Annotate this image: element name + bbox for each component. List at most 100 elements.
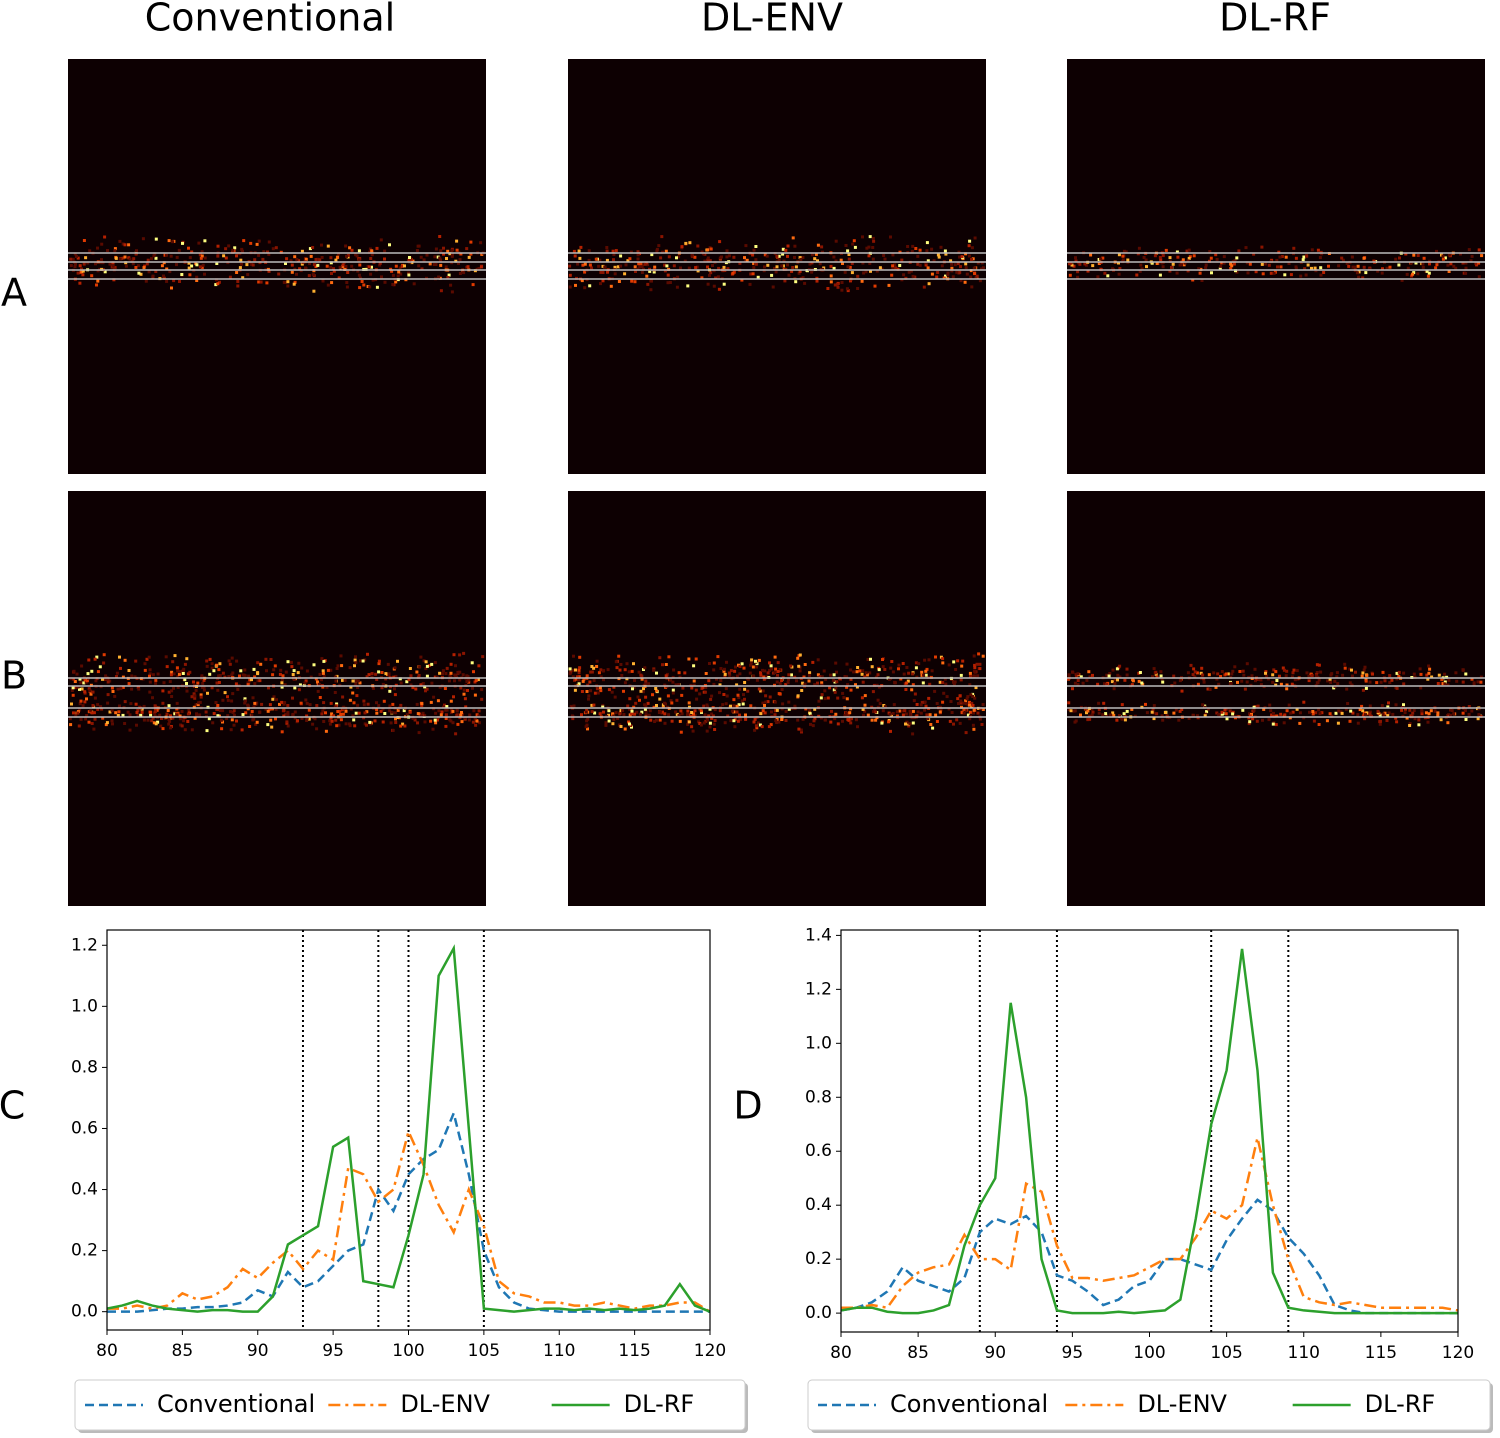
speckle xyxy=(925,667,929,671)
speckle xyxy=(1193,675,1197,679)
speckle xyxy=(480,697,484,701)
speckle xyxy=(344,722,348,726)
speckle xyxy=(577,249,581,253)
legend-label: Conventional xyxy=(157,1390,315,1418)
speckle xyxy=(641,690,645,694)
speckle xyxy=(447,679,451,683)
speckle xyxy=(171,240,175,244)
speckle xyxy=(777,258,781,262)
speckle xyxy=(945,695,949,699)
speckle xyxy=(1083,262,1087,266)
speckle xyxy=(1364,679,1368,683)
speckle xyxy=(960,664,964,668)
speckle xyxy=(768,661,771,665)
speckle xyxy=(1340,711,1344,715)
speckle xyxy=(1306,263,1310,267)
speckle xyxy=(723,667,726,671)
speckle xyxy=(833,283,837,287)
speckle xyxy=(421,711,425,715)
speckle xyxy=(763,711,767,715)
speckle xyxy=(394,721,398,724)
speckle xyxy=(333,675,337,679)
speckle xyxy=(1413,717,1417,721)
speckle xyxy=(1337,709,1341,713)
speckle xyxy=(74,255,78,258)
speckle xyxy=(590,670,594,674)
speckle xyxy=(321,279,325,283)
speckle xyxy=(214,701,218,704)
speckle xyxy=(1427,712,1431,716)
speckle xyxy=(658,718,662,722)
speckle xyxy=(863,694,867,698)
speckle xyxy=(73,680,77,683)
speckle xyxy=(1420,712,1424,716)
speckle xyxy=(576,262,580,266)
speckle xyxy=(333,705,337,709)
speckle xyxy=(709,247,713,251)
speckle xyxy=(447,273,451,277)
speckle xyxy=(293,716,297,720)
speckle xyxy=(253,701,257,705)
speckle xyxy=(974,686,978,690)
speckle xyxy=(86,261,90,265)
speckle xyxy=(1430,675,1434,679)
speckle xyxy=(1197,267,1201,271)
speckle xyxy=(1089,253,1093,257)
speckle xyxy=(643,707,647,711)
speckle xyxy=(79,717,83,721)
column-title: DL-RF xyxy=(1219,0,1331,40)
speckle xyxy=(359,659,363,663)
speckle xyxy=(223,691,227,695)
speckle xyxy=(430,662,434,666)
speckle xyxy=(768,695,772,699)
speckle xyxy=(964,252,968,256)
speckle xyxy=(307,708,311,712)
speckle xyxy=(1408,722,1412,726)
speckle xyxy=(1388,681,1392,684)
speckle xyxy=(1275,679,1279,682)
speckle xyxy=(1079,713,1082,717)
speckle xyxy=(627,720,631,724)
speckle xyxy=(1251,717,1255,721)
speckle xyxy=(1388,265,1392,269)
speckle xyxy=(420,702,424,706)
speckle xyxy=(836,285,840,289)
speckle xyxy=(183,678,187,682)
speckle xyxy=(965,697,969,701)
speckle xyxy=(1152,704,1156,708)
speckle xyxy=(451,253,454,256)
speckle xyxy=(832,688,836,692)
speckle xyxy=(1242,673,1246,677)
speckle xyxy=(971,695,975,698)
speckle xyxy=(626,259,630,263)
speckle xyxy=(388,243,391,247)
speckle xyxy=(855,670,859,674)
speckle xyxy=(474,723,478,727)
speckle xyxy=(210,662,214,666)
speckle xyxy=(568,672,572,676)
speckle xyxy=(664,674,668,678)
speckle xyxy=(861,680,865,684)
speckle xyxy=(417,731,421,735)
speckle xyxy=(852,239,856,243)
speckle xyxy=(188,256,192,260)
speckle xyxy=(80,687,84,691)
speckle xyxy=(215,664,219,668)
speckle xyxy=(1267,263,1271,267)
speckle xyxy=(908,722,912,726)
speckle xyxy=(640,677,644,681)
speckle xyxy=(876,673,880,677)
speckle xyxy=(780,718,784,721)
speckle xyxy=(823,718,827,722)
speckle xyxy=(604,721,608,725)
speckle xyxy=(729,704,732,708)
speckle xyxy=(654,687,658,690)
speckle xyxy=(1269,271,1273,275)
speckle xyxy=(182,669,185,673)
speckle xyxy=(1363,665,1367,669)
speckle xyxy=(602,678,605,682)
speckle xyxy=(1118,675,1122,679)
speckle xyxy=(597,671,601,675)
speckle xyxy=(577,668,581,672)
speckle xyxy=(923,700,927,704)
